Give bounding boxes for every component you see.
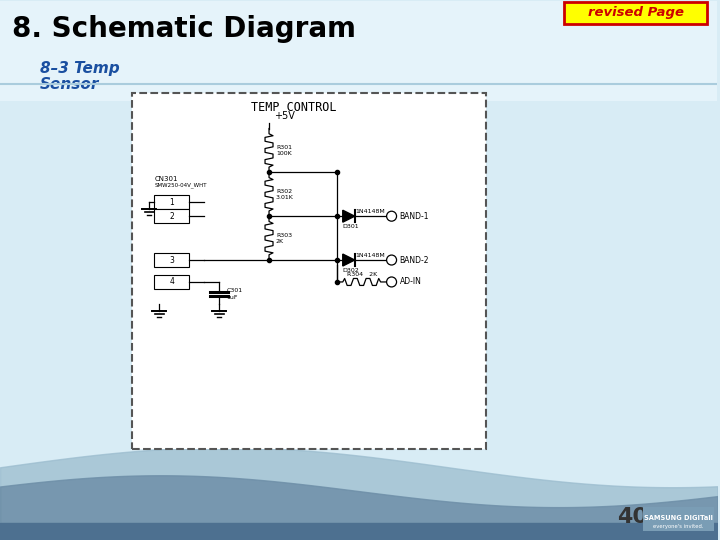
Text: R304   2K: R304 2K	[346, 272, 377, 277]
Text: revised Page: revised Page	[588, 6, 684, 19]
Text: D302: D302	[343, 268, 359, 273]
Text: R303
2K: R303 2K	[276, 233, 292, 244]
Polygon shape	[343, 254, 355, 266]
Text: D301: D301	[343, 224, 359, 229]
Text: TEMP CONTROL: TEMP CONTROL	[251, 100, 337, 113]
Bar	[132, 93, 486, 449]
Text: Sensor: Sensor	[40, 77, 99, 92]
Text: SAMSUNG DIGITall: SAMSUNG DIGITall	[644, 515, 713, 521]
Bar	[0, 1, 717, 100]
Text: 4: 4	[169, 278, 174, 286]
Text: +5V: +5V	[274, 111, 295, 120]
Text: 1N4148M: 1N4148M	[356, 253, 385, 258]
Text: 3: 3	[169, 255, 174, 265]
Text: C301
1uF: C301 1uF	[226, 288, 243, 300]
Text: 8. Schematic Diagram: 8. Schematic Diagram	[12, 15, 356, 43]
Bar	[154, 195, 189, 209]
Bar	[643, 507, 714, 531]
Polygon shape	[343, 210, 355, 222]
Text: CN301: CN301	[154, 177, 178, 183]
Text: 1N4148M: 1N4148M	[356, 209, 385, 214]
Text: BAND-1: BAND-1	[400, 212, 429, 221]
Text: R301
100K: R301 100K	[276, 145, 292, 156]
Text: BAND-2: BAND-2	[400, 255, 429, 265]
Text: SMW250-04V_WHT: SMW250-04V_WHT	[154, 183, 207, 188]
Text: 1: 1	[169, 198, 174, 207]
Circle shape	[387, 277, 397, 287]
Text: R302
3.01K: R302 3.01K	[276, 188, 294, 200]
Circle shape	[387, 211, 397, 221]
Bar	[154, 275, 189, 289]
Bar	[154, 209, 189, 223]
Bar	[564, 2, 708, 24]
Bar	[154, 253, 189, 267]
Text: 2: 2	[169, 212, 174, 221]
Text: everyone's invited.: everyone's invited.	[653, 524, 703, 529]
Text: 8–3 Temp: 8–3 Temp	[40, 61, 120, 76]
Text: 40: 40	[617, 507, 648, 527]
Text: AD-IN: AD-IN	[400, 278, 421, 286]
Circle shape	[387, 255, 397, 265]
